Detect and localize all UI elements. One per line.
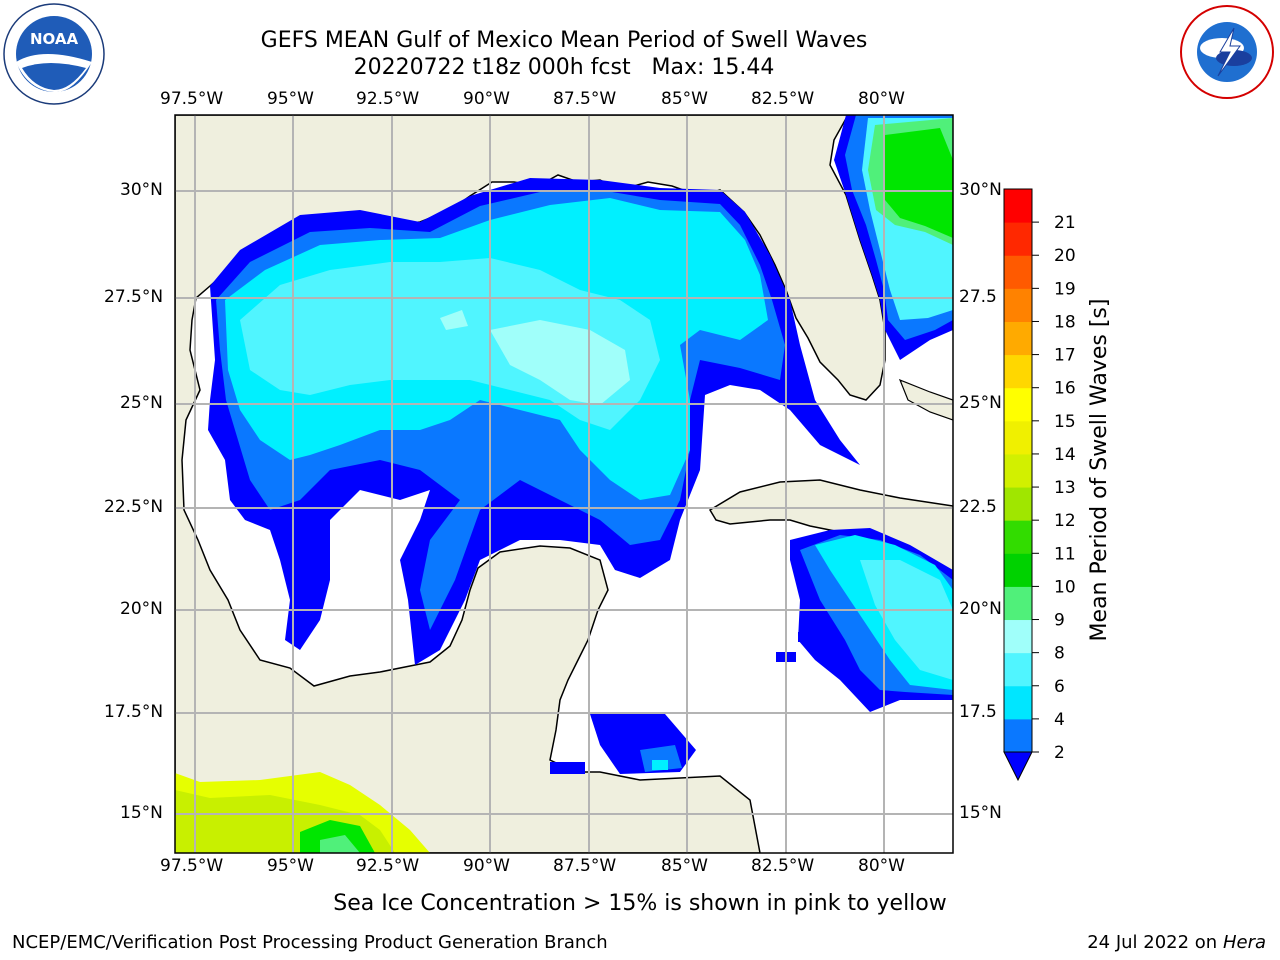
credit-text: NCEP/EMC/Verification Post Processing Pr… (12, 932, 608, 953)
lon-label-top: 95°W (267, 89, 314, 109)
colorbar-bin (1004, 222, 1032, 256)
lon-label-top: 97.5°W (160, 89, 224, 109)
lat-label-left: 20°N (120, 599, 163, 619)
noaa-logo-text: NOAA (30, 30, 79, 48)
lat-label-right: 17.5 (959, 702, 997, 722)
colorbar-bin (1004, 255, 1032, 289)
lat-label-left: 30°N (120, 180, 163, 200)
lon-label-top: 82.5°W (751, 89, 815, 109)
lon-label-bottom: 87.5°W (553, 856, 617, 876)
colorbar-bin (1004, 718, 1032, 753)
nws-logo (1180, 5, 1274, 99)
lon-label-top: 85°W (661, 89, 708, 109)
colorbar-tick-label: 8 (1054, 644, 1065, 664)
colorbar-extend-triangle (1003, 751, 1033, 782)
lon-label-bottom: 92.5°W (356, 856, 420, 876)
colorbar-bin (1004, 189, 1032, 223)
colorbar-tick-label: 10 (1054, 577, 1076, 597)
lon-label-bottom: 80°W (858, 856, 905, 876)
colorbar-bin (1004, 354, 1032, 389)
lat-label-right: 20°N (959, 599, 1002, 619)
colorbar-tick-label: 4 (1054, 710, 1065, 730)
colorbar-tick-label: 18 (1054, 312, 1076, 332)
lon-label-top: 87.5°W (553, 89, 617, 109)
colorbar-tick-label: 20 (1054, 246, 1076, 266)
lat-label-left: 27.5°N (104, 287, 164, 307)
colorbar-bin (1004, 619, 1032, 654)
colorbar-bin (1004, 420, 1032, 455)
lat-label-left: 22.5°N (104, 497, 164, 517)
run-date-text: 24 Jul 2022 on (1087, 932, 1223, 953)
colorbar-tick-label: 15 (1054, 412, 1076, 432)
colorbar-bin (1004, 685, 1032, 720)
land-bahamas (898, 378, 953, 421)
lat-label-right: 15°N (959, 803, 1002, 823)
lon-label-top: 92.5°W (356, 89, 420, 109)
colorbar-bin (1004, 387, 1032, 422)
colorbar-tick-label: 14 (1054, 445, 1076, 465)
map-gridlines (175, 115, 953, 853)
lat-label-left: 15°N (120, 803, 163, 823)
colorbar-tick-label: 19 (1054, 279, 1076, 299)
colorbar-bin (1004, 586, 1032, 621)
lon-label-bottom: 95°W (267, 856, 314, 876)
colorbar-bin (1004, 487, 1032, 521)
lat-label-right: 27.5 (959, 287, 997, 307)
lat-label-left: 17.5°N (104, 702, 164, 722)
lat-label-right: 22.5 (959, 497, 997, 517)
lat-label-right: 25°N (959, 393, 1002, 413)
lon-label-bottom: 90°W (463, 856, 510, 876)
lon-label-top: 90°W (463, 89, 510, 109)
lat-label-right: 30°N (959, 180, 1002, 200)
noaa-logo: NOAA (3, 3, 105, 105)
colorbar-tick-label: 12 (1054, 511, 1076, 531)
colorbar-bin (1004, 652, 1032, 687)
colorbar: 2 4 6 8 9 10 11 12 13 14 15 16 17 18 19 20 21 Mean Perio… (1003, 188, 1112, 782)
plot-title-line2: 20220722 t18z 000h fcst Max: 15.44 (353, 55, 775, 80)
colorbar-tick-label: 21 (1054, 213, 1076, 233)
lon-label-bottom: 85°W (661, 856, 708, 876)
run-date: 24 Jul 2022 on Hera (1087, 932, 1266, 953)
lon-label-top: 80°W (858, 89, 905, 109)
lon-label-bottom: 97.5°W (160, 856, 224, 876)
colorbar-tick-label: 6 (1054, 677, 1065, 697)
colorbar-tick-label: 9 (1054, 611, 1065, 631)
lon-label-bottom: 82.5°W (751, 856, 815, 876)
colorbar-tick-label: 17 (1054, 346, 1076, 366)
colorbar-bin (1004, 553, 1032, 587)
colorbar-bin (1004, 520, 1032, 554)
lat-label-left: 25°N (120, 393, 163, 413)
map-frame (174, 114, 954, 854)
colorbar-label: Mean Period of Swell Waves [s] (1087, 299, 1112, 642)
plot-title-line1: GEFS MEAN Gulf of Mexico Mean Period of … (260, 28, 868, 53)
run-machine: Hera (1222, 932, 1266, 953)
colorbar-tick-label: 13 (1054, 478, 1076, 498)
colorbar-tick-label: 11 (1054, 544, 1076, 564)
sea-ice-note: Sea Ice Concentration > 15% is shown in … (333, 891, 947, 916)
colorbar-tick-label: 2 (1054, 743, 1065, 763)
colorbar-bin (1004, 453, 1032, 488)
colorbar-tick-label: 16 (1054, 379, 1076, 399)
colorbar-frame (1003, 188, 1033, 753)
colorbar-bin (1004, 321, 1032, 356)
colorbar-bin (1004, 288, 1032, 322)
